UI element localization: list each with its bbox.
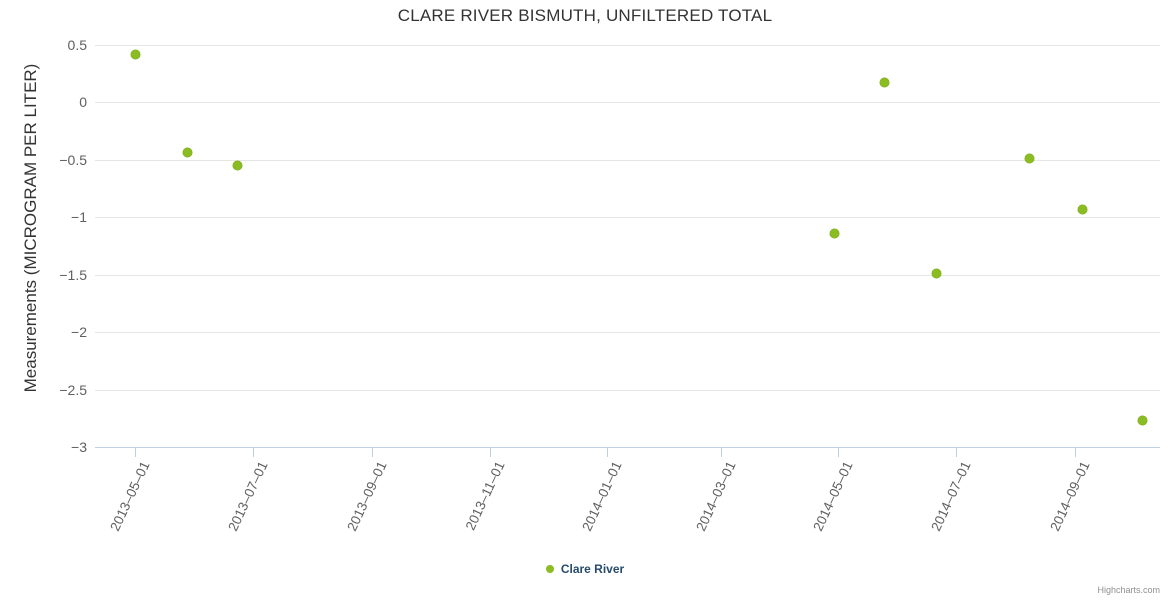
y-axis-tick-label: −2	[71, 324, 87, 341]
x-axis-tick-mark	[252, 447, 254, 457]
x-axis-tick-label: 2014–07–01	[928, 459, 974, 534]
x-axis-tick-mark	[720, 447, 722, 457]
data-point[interactable]	[830, 228, 840, 238]
x-axis-tick-label: 2013–07–01	[225, 459, 271, 534]
data-point[interactable]	[233, 161, 242, 171]
gridline	[95, 332, 1160, 334]
data-point[interactable]	[130, 49, 140, 59]
x-axis-line	[95, 447, 1160, 448]
gridline	[95, 102, 1160, 104]
x-axis-tick-label: 2014–09–01	[1047, 459, 1093, 534]
x-axis-tick-label: 2014–03–01	[693, 459, 739, 534]
plot-area	[95, 45, 1160, 447]
x-axis-tick-mark	[838, 447, 840, 457]
data-point[interactable]	[932, 269, 942, 279]
data-point[interactable]	[880, 78, 890, 88]
chart-legend: Clare River	[0, 562, 1170, 576]
gridline	[95, 45, 1160, 46]
gridline	[95, 274, 1160, 276]
highcharts-credit-link[interactable]: Highcharts.com	[1097, 585, 1160, 595]
legend-item-clare-river[interactable]: Clare River	[545, 562, 625, 576]
x-axis-tick-label: 2014–05–01	[810, 459, 856, 534]
y-axis-tick-label: −3	[71, 439, 87, 455]
y-axis-tick-labels: 0.5 0 −0.5 −1 −1.5 −2 −2.5 −3	[0, 0, 87, 600]
data-point[interactable]	[1024, 154, 1034, 164]
x-axis-tick-label: 2013–11–01	[462, 459, 508, 533]
data-point[interactable]	[1078, 204, 1088, 214]
x-axis-tick-mark	[955, 447, 957, 457]
y-axis-tick-label: −1	[71, 209, 87, 226]
x-axis-tick-mark	[1075, 447, 1077, 457]
chart-title: CLARE RIVER BISMUTH, UNFILTERED TOTAL	[397, 6, 773, 25]
data-point[interactable]	[1138, 416, 1148, 426]
x-axis-tick-label: 2014–01–01	[579, 459, 625, 534]
gridline	[95, 159, 1160, 161]
x-axis-tick-label: 2013–09–01	[344, 459, 390, 534]
y-axis-tick-label: −1.5	[59, 266, 87, 283]
gridline	[95, 217, 1160, 219]
y-axis-tick-label: −2.5	[59, 381, 87, 398]
x-axis-tick-mark	[372, 447, 374, 457]
gridline	[95, 389, 1160, 391]
x-axis-tick-label: 2013–05–01	[107, 459, 154, 534]
legend-marker-icon	[545, 565, 554, 573]
y-axis-tick-label: 0.5	[67, 37, 87, 53]
legend-item-label: Clare River	[560, 562, 625, 576]
data-point[interactable]	[182, 148, 192, 158]
x-axis-tick-mark	[489, 447, 491, 457]
x-axis-tick-mark	[607, 447, 609, 457]
y-axis-tick-label: 0	[79, 94, 87, 111]
y-axis-tick-label: −0.5	[59, 151, 87, 168]
x-axis-tick-mark	[135, 447, 137, 457]
